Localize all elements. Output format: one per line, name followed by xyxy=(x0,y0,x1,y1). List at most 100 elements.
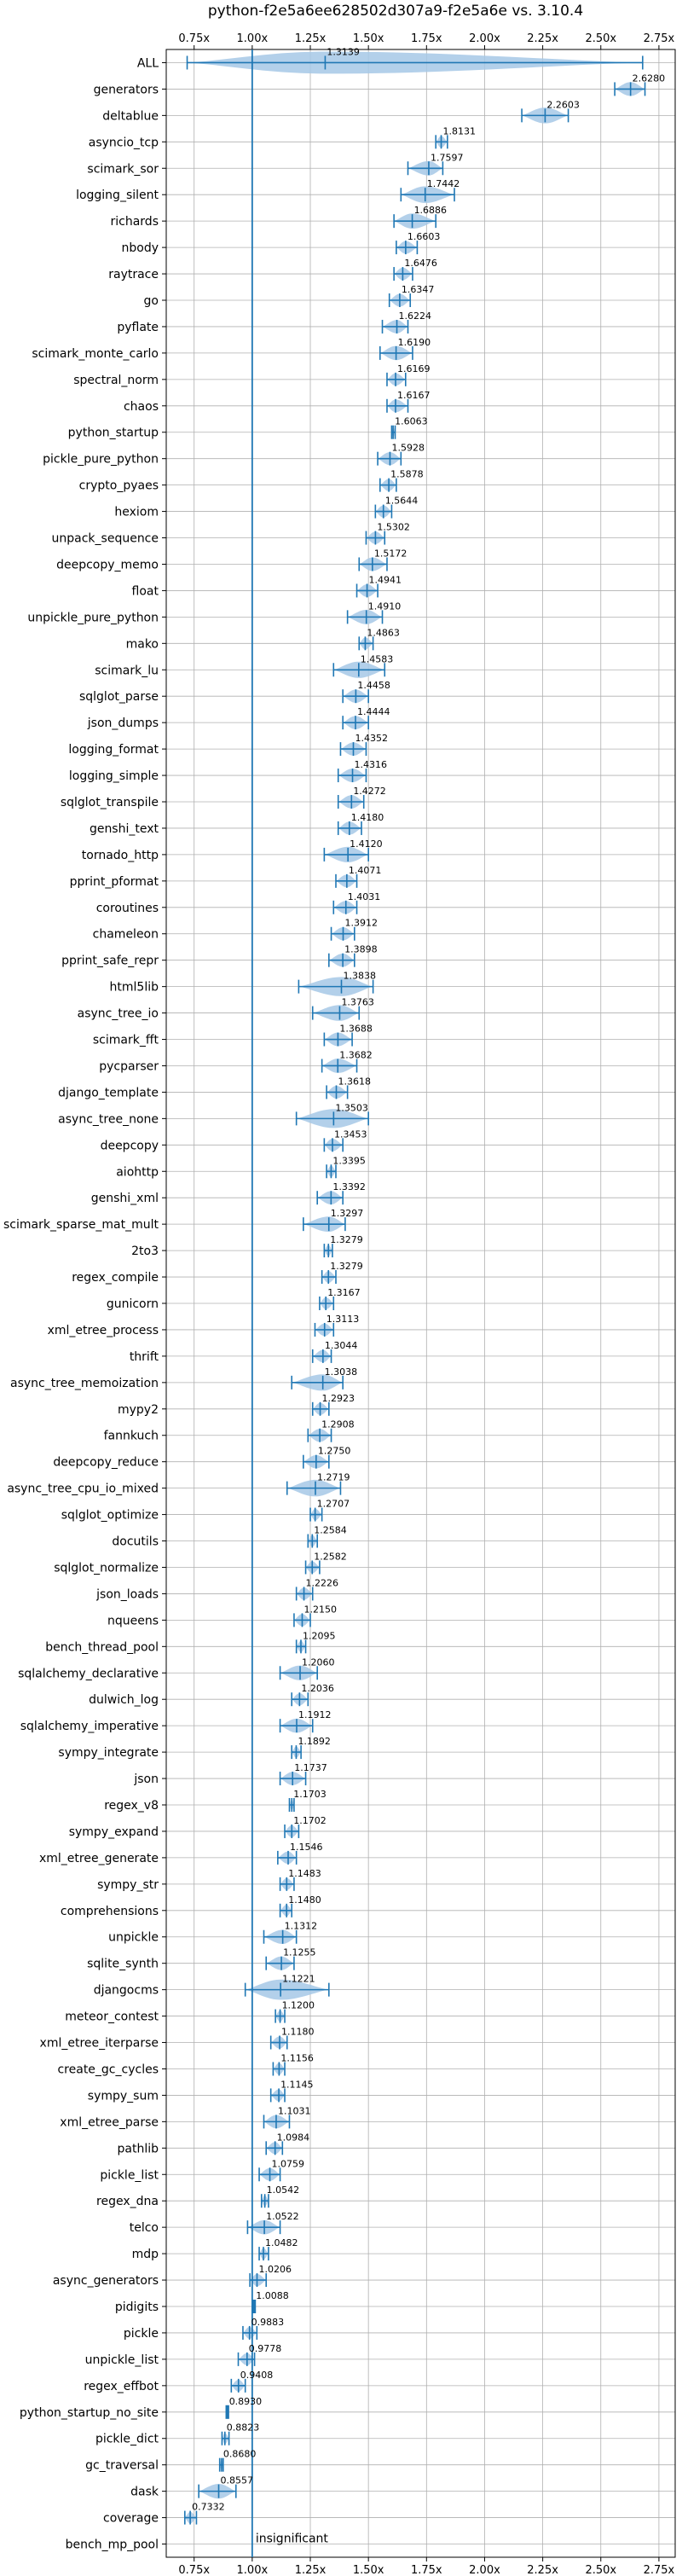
benchmark-label: logging_silent xyxy=(76,189,159,202)
benchmark-label: ALL xyxy=(137,56,159,70)
value-label: 0.9883 xyxy=(251,2317,285,2328)
benchmark-label: unpickle_pure_python xyxy=(27,611,159,624)
value-label: 1.1145 xyxy=(280,2079,314,2090)
value-label: 1.4458 xyxy=(357,680,390,691)
benchmark-label: django_template xyxy=(58,1086,159,1099)
value-label: 1.0759 xyxy=(272,2158,305,2169)
value-label: 1.1200 xyxy=(282,2000,315,2011)
benchmark-label: sympy_integrate xyxy=(58,1746,159,1760)
benchmark-label: sqlglot_normalize xyxy=(54,1561,159,1575)
x-tick-label-top: 1.00x xyxy=(237,32,269,45)
value-label: 1.5928 xyxy=(391,443,425,454)
benchmark-label: mypy2 xyxy=(118,1403,159,1417)
benchmark-label: regex_compile xyxy=(72,1271,159,1285)
value-label: 1.1702 xyxy=(293,1815,327,1826)
benchmark-label: xml_etree_parse xyxy=(60,2115,159,2129)
value-label: 1.4316 xyxy=(355,759,388,770)
benchmark-label: deepcopy xyxy=(101,1139,159,1152)
value-label: 1.1737 xyxy=(294,1762,327,1773)
value-label: 1.3113 xyxy=(327,1314,360,1325)
x-tick-label-top: 2.00x xyxy=(469,32,500,45)
benchmark-label: bench_mp_pool xyxy=(66,2538,159,2552)
value-label: 0.8557 xyxy=(221,2475,254,2486)
value-label: 1.4583 xyxy=(361,653,394,664)
benchmark-label: async_tree_cpu_io_mixed xyxy=(7,1482,159,1496)
value-label: 1.1892 xyxy=(298,1736,331,1747)
benchmark-label: logging_format xyxy=(68,743,159,757)
value-label: 1.2908 xyxy=(321,1419,355,1430)
benchmark-label: sqlite_synth xyxy=(87,1958,159,1971)
benchmark-label: meteor_contest xyxy=(65,2010,159,2024)
value-label: 1.0522 xyxy=(266,2211,299,2222)
value-label: 1.1221 xyxy=(282,1974,315,1985)
value-label: 1.3682 xyxy=(339,1049,373,1060)
value-label: 1.0984 xyxy=(277,2132,310,2143)
value-label: 1.6169 xyxy=(397,363,431,374)
benchmark-label: unpickle xyxy=(108,1931,159,1945)
value-label: 1.0482 xyxy=(265,2237,298,2248)
benchmark-label: pathlib xyxy=(118,2142,159,2155)
benchmark-label: coroutines xyxy=(96,902,159,915)
benchmark-label: regex_dna xyxy=(96,2195,159,2208)
benchmark-label: raytrace xyxy=(108,268,159,281)
value-label: 1.5644 xyxy=(385,496,419,507)
benchmark-label: go xyxy=(144,294,159,308)
benchmark-label: pprint_pformat xyxy=(70,875,159,889)
value-label: 1.3763 xyxy=(341,997,374,1008)
benchmark-label: dask xyxy=(130,2486,159,2499)
x-tick-label-top: 1.75x xyxy=(411,32,442,45)
benchmark-label: chaos xyxy=(124,400,159,414)
value-label: 1.1312 xyxy=(285,1921,318,1932)
benchmark-label: asyncio_tcp xyxy=(89,136,159,149)
axes: 0.75x 0.75x 1.00x 1.00x 1.25x 1.25x 1.50x 1.50x… xyxy=(162,32,676,2576)
benchmark-label: gunicorn xyxy=(107,1297,159,1311)
value-label: 1.3167 xyxy=(327,1287,361,1298)
x-tick-label-bottom: 0.75x xyxy=(178,2564,210,2576)
benchmark-label: sqlalchemy_declarative xyxy=(18,1667,159,1680)
value-label: 1.1031 xyxy=(278,2105,311,2116)
benchmark-label: pidigits xyxy=(115,2300,159,2314)
benchmark-label: python_startup xyxy=(68,426,159,440)
benchmark-label: scimark_monte_carlo xyxy=(32,347,159,361)
grid-lines xyxy=(166,49,675,2557)
benchmark-label: python_startup_no_site xyxy=(20,2406,159,2420)
value-label: 0.8823 xyxy=(227,2422,260,2434)
x-tick-label-top: 0.75x xyxy=(178,32,210,45)
benchmark-label: pickle_pure_python xyxy=(43,453,159,467)
value-label: 1.0542 xyxy=(267,2184,300,2196)
benchmark-label: fannkuch xyxy=(104,1430,159,1443)
benchmark-label: thrift xyxy=(130,1350,159,1364)
value-label: 1.1703 xyxy=(293,1789,327,1800)
value-label: 1.3392 xyxy=(332,1181,366,1192)
benchmark-label: bench_thread_pool xyxy=(45,1640,159,1654)
x-tick-label-top: 2.25x xyxy=(527,32,558,45)
value-label: 1.2923 xyxy=(322,1393,355,1404)
benchmark-label: pycparser xyxy=(99,1059,159,1073)
value-label: 1.4071 xyxy=(349,865,382,876)
value-label: 1.2750 xyxy=(318,1446,351,1457)
x-tick-label-top: 2.75x xyxy=(644,32,675,45)
value-label: 1.4180 xyxy=(351,812,384,823)
value-label: 0.9408 xyxy=(240,2370,274,2381)
benchmark-label: scimark_lu xyxy=(95,664,159,677)
value-label: 1.2226 xyxy=(306,1577,339,1588)
benchmark-label: async_tree_none xyxy=(58,1112,159,1126)
x-tick-label-top: 1.25x xyxy=(295,32,327,45)
benchmark-label: nqueens xyxy=(107,1614,159,1627)
value-label: 1.6063 xyxy=(395,416,428,427)
value-label: 1.1912 xyxy=(298,1709,332,1720)
value-label: 1.2584 xyxy=(314,1525,347,1536)
benchmark-label: gc_traversal xyxy=(85,2459,159,2473)
benchmark-label: genshi_text xyxy=(90,822,159,836)
benchmark-label: scimark_sparse_mat_mult xyxy=(3,1218,159,1232)
benchmark-label: xml_etree_generate xyxy=(39,1852,159,1865)
value-label: 1.3618 xyxy=(338,1076,371,1087)
value-label: 1.4352 xyxy=(355,733,388,744)
value-label: 1.3503 xyxy=(335,1102,368,1113)
benchmark-label: xml_etree_iterparse xyxy=(40,2037,159,2051)
value-labels: 1.3139 2.6280 2.2603 1.8131 1.7597 1.7442 1.68… xyxy=(192,46,665,2545)
value-label: 1.4444 xyxy=(357,706,390,717)
value-label: 1.1255 xyxy=(283,1947,316,1958)
benchmark-label: tornado_http xyxy=(82,849,159,862)
